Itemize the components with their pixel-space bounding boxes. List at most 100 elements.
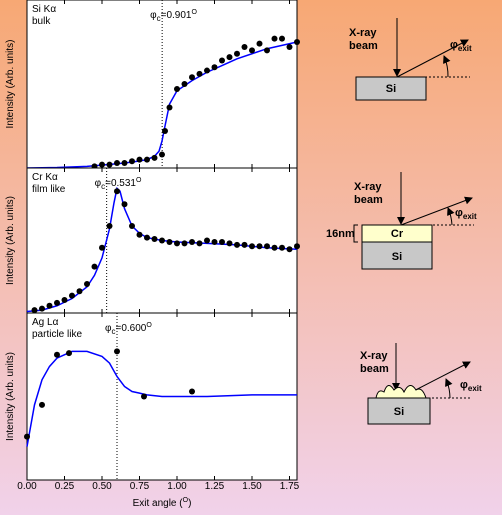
panel-sublabel: particle like: [32, 329, 82, 340]
panel-label: Si Kα: [32, 4, 56, 15]
x-tick-label: 1.00: [167, 481, 187, 492]
data-point: [92, 264, 98, 270]
data-point: [99, 245, 105, 251]
x-tick-label: 1.50: [242, 481, 262, 492]
substrate-label: Si: [392, 251, 402, 263]
data-point: [174, 240, 180, 246]
data-point: [159, 238, 165, 244]
sub: exit: [458, 44, 472, 53]
data-point: [54, 352, 60, 358]
data-point: [287, 246, 293, 252]
sub: exit: [468, 384, 482, 393]
data-point: [242, 44, 248, 50]
panel-sublabel: film like: [32, 184, 66, 195]
data-point: [137, 232, 143, 238]
data-point: [279, 36, 285, 42]
data-point: [272, 245, 278, 251]
beam-label: X-ray: [354, 181, 382, 193]
x-axis-label: Exit angle (O): [133, 497, 192, 509]
beam-label: beam: [349, 40, 378, 52]
data-point: [279, 245, 285, 251]
critical-angle-sup: O: [136, 177, 142, 184]
figure: X-ray beam φexit Si X-ray beam φexit Cr …: [0, 0, 502, 515]
data-point: [287, 44, 293, 50]
data-point: [234, 51, 240, 57]
data-point: [152, 236, 158, 242]
data-point: [212, 239, 218, 245]
x-tick-label: 1.25: [205, 481, 225, 492]
x-label-text: Exit angle (: [133, 498, 184, 509]
data-point: [77, 288, 83, 294]
data-point: [167, 105, 173, 111]
critical-angle-label: =0.600: [115, 323, 146, 334]
data-point: [189, 74, 195, 80]
critical-angle-label: =0.901: [161, 10, 192, 21]
y-axis-label: Intensity (Arb. units): [5, 40, 16, 129]
panel-label: Cr Kα: [32, 172, 58, 183]
data-point: [107, 223, 113, 229]
data-point: [159, 152, 165, 158]
x-tick-label: 0.50: [92, 481, 112, 492]
data-point: [204, 68, 210, 74]
substrate-label: Si: [386, 83, 396, 95]
x-tick-label: 0.25: [55, 481, 75, 492]
data-point: [227, 240, 233, 246]
data-point: [219, 57, 225, 63]
data-point: [272, 36, 278, 42]
data-point: [249, 243, 255, 249]
data-point: [294, 39, 300, 45]
data-point: [182, 240, 188, 246]
data-point: [204, 238, 210, 244]
x-tick-label: 0.75: [130, 481, 150, 492]
data-point: [99, 162, 105, 168]
data-point: [242, 242, 248, 248]
data-point: [114, 188, 120, 194]
data-point: [152, 155, 158, 161]
data-point: [47, 303, 53, 309]
data-point: [39, 402, 45, 408]
data-point: [257, 41, 263, 47]
data-point: [32, 307, 38, 313]
x-label-close: ): [188, 498, 191, 509]
data-point: [197, 71, 203, 77]
data-point: [189, 388, 195, 394]
data-point: [264, 47, 270, 53]
substrate-label: Si: [394, 406, 404, 418]
critical-angle-sup: O: [192, 9, 198, 16]
x-tick-label: 1.75: [280, 481, 300, 492]
data-point: [294, 243, 300, 249]
data-point: [66, 350, 72, 356]
data-point: [141, 394, 147, 400]
y-axis-label: Intensity (Arb. units): [5, 196, 16, 285]
critical-angle-sup: O: [146, 322, 152, 329]
data-point: [114, 348, 120, 354]
data-point: [227, 54, 233, 60]
data-point: [249, 47, 255, 53]
data-point: [122, 201, 128, 207]
data-point: [122, 160, 128, 166]
beam-label: beam: [360, 363, 389, 375]
data-point: [24, 434, 30, 440]
data-point: [197, 240, 203, 246]
phi: φ: [460, 379, 468, 391]
panel-label: Ag Lα: [32, 317, 59, 328]
data-point: [212, 64, 218, 70]
data-point: [54, 300, 60, 306]
data-point: [107, 162, 113, 168]
phi: φ: [450, 39, 458, 51]
phi: φ: [455, 207, 463, 219]
data-point: [264, 243, 270, 249]
data-point: [257, 243, 263, 249]
data-point: [174, 86, 180, 92]
data-point: [69, 293, 75, 299]
data-point: [144, 157, 150, 163]
data-point: [144, 235, 150, 241]
critical-angle-label: =0.531: [105, 178, 136, 189]
data-point: [39, 306, 45, 312]
data-point: [189, 239, 195, 245]
data-point: [129, 158, 135, 164]
data-point: [167, 239, 173, 245]
data-point: [234, 242, 240, 248]
beam-label: X-ray: [349, 27, 377, 39]
